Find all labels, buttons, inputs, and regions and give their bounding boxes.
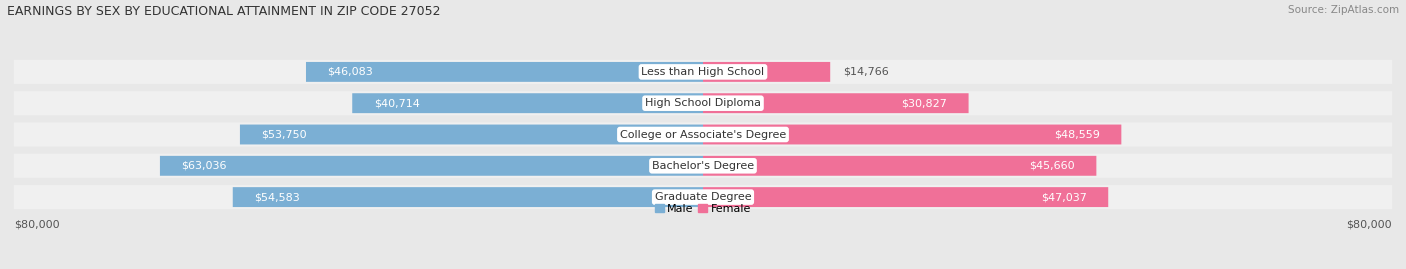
Text: $53,750: $53,750 [262, 129, 307, 140]
Text: $80,000: $80,000 [14, 220, 59, 230]
Text: $63,036: $63,036 [181, 161, 226, 171]
FancyBboxPatch shape [703, 125, 1122, 144]
Text: $48,559: $48,559 [1054, 129, 1099, 140]
FancyBboxPatch shape [14, 185, 1392, 209]
Legend: Male, Female: Male, Female [651, 200, 755, 218]
FancyBboxPatch shape [353, 93, 703, 113]
FancyBboxPatch shape [14, 60, 1392, 84]
Text: $80,000: $80,000 [1347, 220, 1392, 230]
FancyBboxPatch shape [14, 154, 1392, 178]
Text: $45,660: $45,660 [1029, 161, 1074, 171]
Text: Graduate Degree: Graduate Degree [655, 192, 751, 202]
FancyBboxPatch shape [160, 156, 703, 176]
Text: $46,083: $46,083 [328, 67, 373, 77]
FancyBboxPatch shape [240, 125, 703, 144]
FancyBboxPatch shape [14, 122, 1392, 147]
FancyBboxPatch shape [307, 62, 703, 82]
FancyBboxPatch shape [14, 91, 1392, 115]
Text: Source: ZipAtlas.com: Source: ZipAtlas.com [1288, 5, 1399, 15]
FancyBboxPatch shape [703, 62, 830, 82]
Text: Bachelor's Degree: Bachelor's Degree [652, 161, 754, 171]
Text: High School Diploma: High School Diploma [645, 98, 761, 108]
Text: $54,583: $54,583 [254, 192, 299, 202]
FancyBboxPatch shape [233, 187, 703, 207]
Text: College or Associate's Degree: College or Associate's Degree [620, 129, 786, 140]
Text: EARNINGS BY SEX BY EDUCATIONAL ATTAINMENT IN ZIP CODE 27052: EARNINGS BY SEX BY EDUCATIONAL ATTAINMEN… [7, 5, 440, 18]
Text: $47,037: $47,037 [1040, 192, 1087, 202]
FancyBboxPatch shape [703, 156, 1097, 176]
Text: Less than High School: Less than High School [641, 67, 765, 77]
FancyBboxPatch shape [703, 93, 969, 113]
FancyBboxPatch shape [703, 187, 1108, 207]
Text: $14,766: $14,766 [844, 67, 889, 77]
Text: $40,714: $40,714 [374, 98, 419, 108]
Text: $30,827: $30,827 [901, 98, 948, 108]
